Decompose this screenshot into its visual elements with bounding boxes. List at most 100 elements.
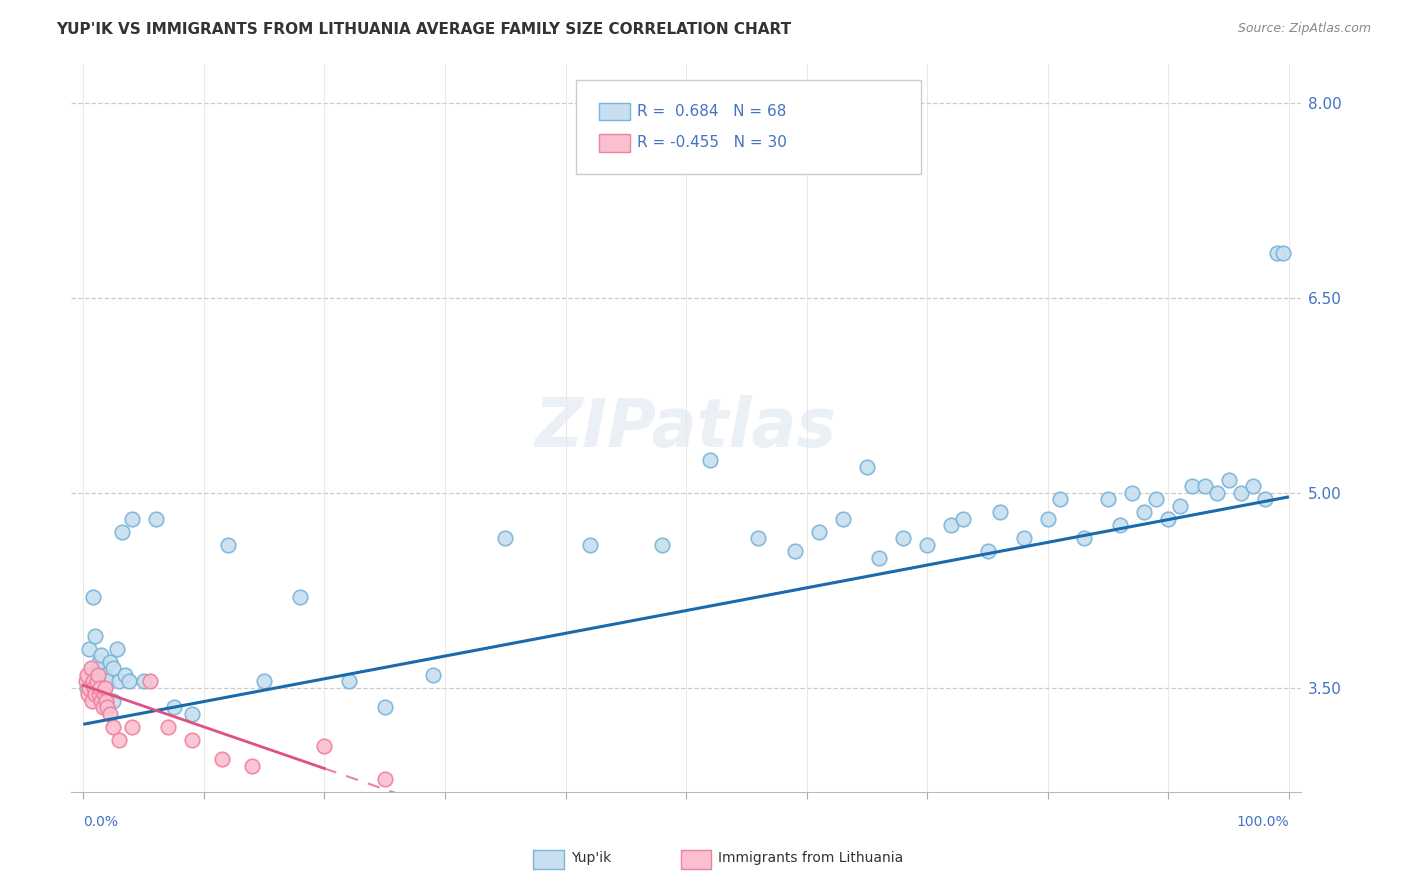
Point [77,687,100,701]
Point [79,681,101,695]
Text: R =  0.684   N = 68: R = 0.684 N = 68 [637,104,786,119]
Point [121,720,143,734]
Point [111,524,134,539]
Point [337,674,360,689]
Point [1229,486,1251,500]
Point [180,706,202,721]
Point [87,661,110,675]
Point [856,459,879,474]
Point [90,648,112,663]
Point [1012,532,1035,546]
Point [121,512,143,526]
Point [180,732,202,747]
Point [87,655,110,669]
Point [138,674,160,689]
Point [1170,499,1192,513]
Text: R = -0.455   N = 30: R = -0.455 N = 30 [637,136,787,150]
Point [976,544,998,558]
Point [891,532,914,546]
Point [80,668,103,682]
Point [93,687,115,701]
Point [86,674,108,689]
Point [108,674,131,689]
Point [1133,505,1156,519]
Point [145,512,167,526]
Point [1241,479,1264,493]
Point [1205,486,1227,500]
Point [1218,473,1240,487]
Text: Yup'ik: Yup'ik [571,851,612,865]
Point [651,538,673,552]
Point [90,687,112,701]
Point [211,752,233,766]
Text: 0.0%: 0.0% [83,815,118,830]
Point [314,739,336,754]
Text: Immigrants from Lithuania: Immigrants from Lithuania [718,851,904,865]
Point [290,590,312,604]
Point [108,732,131,747]
Point [1271,245,1294,260]
Point [699,453,721,467]
Point [103,661,125,675]
Point [96,674,118,689]
Point [94,668,117,682]
Point [90,694,112,708]
Point [1036,512,1059,526]
Point [1181,479,1204,493]
Point [217,538,239,552]
Point [1109,518,1132,533]
Point [988,505,1011,519]
Point [253,674,276,689]
Text: YUP'IK VS IMMIGRANTS FROM LITHUANIA AVERAGE FAMILY SIZE CORRELATION CHART: YUP'IK VS IMMIGRANTS FROM LITHUANIA AVER… [56,22,792,37]
Point [915,538,938,552]
Point [98,655,121,669]
Point [83,681,105,695]
Point [114,668,136,682]
Point [374,772,396,786]
Point [87,687,110,701]
Point [82,674,104,689]
Point [747,532,769,546]
Point [941,518,963,533]
Point [91,700,114,714]
Point [374,700,396,714]
Point [1157,512,1180,526]
Point [494,532,516,546]
Point [1254,492,1277,507]
Point [76,668,98,682]
Point [76,681,98,695]
Point [831,512,853,526]
Point [1265,245,1288,260]
Point [1194,479,1216,493]
Point [783,544,806,558]
Point [1073,532,1095,546]
Point [1049,492,1071,507]
Point [98,706,121,721]
Point [96,700,118,714]
Text: ZIPatlas: ZIPatlas [536,395,837,461]
Point [807,524,830,539]
Point [132,674,155,689]
Point [578,538,600,552]
Point [75,674,97,689]
Point [422,668,444,682]
Point [87,668,110,682]
Point [79,641,101,656]
Point [868,550,890,565]
Point [156,720,179,734]
Point [84,674,107,689]
Point [80,694,103,708]
Point [240,759,263,773]
Point [163,700,186,714]
Point [84,629,107,643]
Text: 100.0%: 100.0% [1236,815,1289,830]
Point [82,590,104,604]
Point [84,687,107,701]
Point [105,641,128,656]
Point [96,694,118,708]
Point [1121,486,1143,500]
Point [79,661,101,675]
Text: Source: ZipAtlas.com: Source: ZipAtlas.com [1237,22,1371,36]
Point [103,720,125,734]
Point [93,681,115,695]
